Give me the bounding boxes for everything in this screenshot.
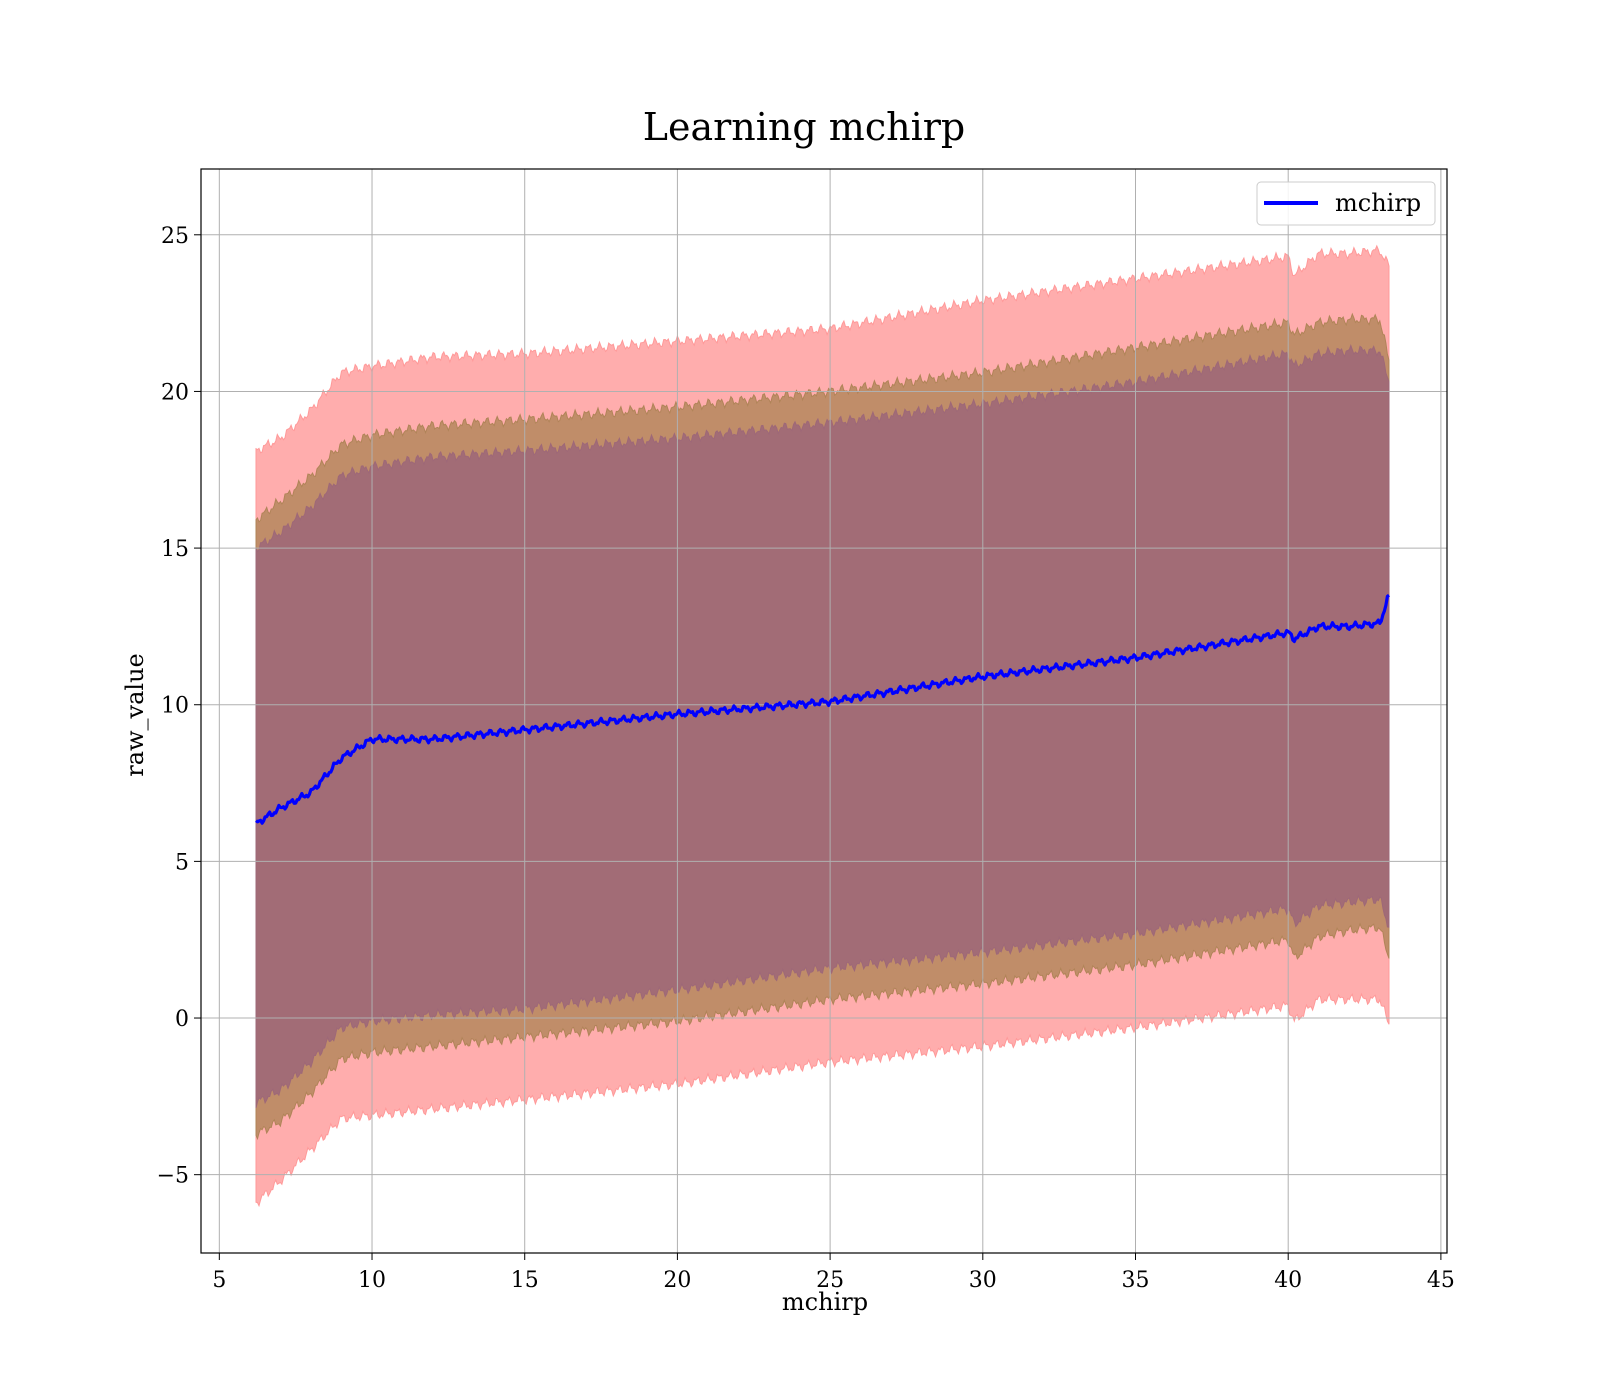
legend-box	[1256, 181, 1436, 226]
x-tick-label: 40	[1274, 1268, 1302, 1293]
x-tick-label: 15	[511, 1268, 539, 1293]
legend-label: mchirp	[1335, 189, 1421, 217]
x-tick-label: 20	[663, 1268, 691, 1293]
y-tick-label: 0	[175, 1007, 189, 1032]
y-tick-label: 15	[161, 537, 189, 562]
y-axis-label: raw_value	[121, 653, 149, 777]
band-inner	[255, 344, 1390, 1109]
y-tick-label: 5	[175, 850, 189, 875]
y-axis-ticks: −5 0 5 10 15 20 25	[157, 224, 201, 1189]
plot-area	[200, 168, 1448, 1254]
x-axis-label: mchirp	[782, 1288, 868, 1316]
series-lines	[255, 593, 1391, 825]
x-tick-label: 25	[816, 1268, 844, 1293]
y-tick-label: 25	[161, 224, 189, 249]
y-tick-label: −5	[157, 1164, 189, 1189]
confidence-bands	[255, 244, 1390, 1208]
legend: mchirp	[1256, 181, 1436, 226]
x-axis-ticks: 5 10 15 20 25 30 35 40 45	[212, 1253, 1455, 1293]
series-line-mchirp	[255, 593, 1391, 825]
grid-lines	[201, 169, 1447, 1253]
x-tick-label: 30	[969, 1268, 997, 1293]
y-tick-label: 20	[161, 380, 189, 405]
x-tick-label: 45	[1427, 1268, 1455, 1293]
y-tick-label: 10	[161, 694, 189, 719]
chart-title: Learning mchirp	[643, 105, 965, 149]
x-tick-label: 5	[212, 1268, 226, 1293]
x-tick-label: 35	[1122, 1268, 1150, 1293]
x-tick-label: 10	[358, 1268, 386, 1293]
plot-frame	[200, 168, 1448, 1254]
